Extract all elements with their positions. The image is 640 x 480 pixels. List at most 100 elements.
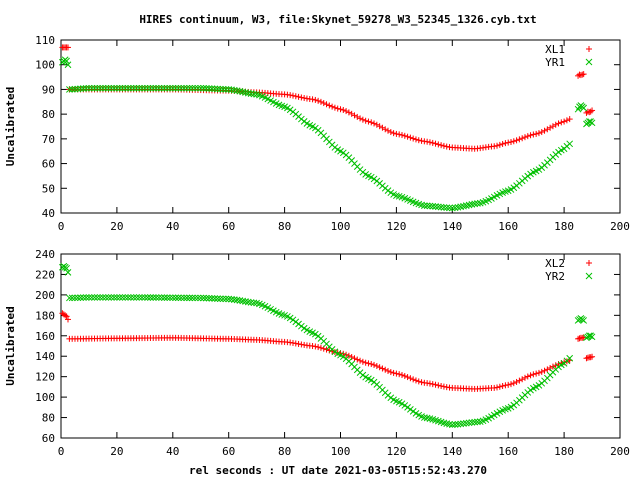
data-point xyxy=(77,294,84,302)
data-point xyxy=(107,84,115,92)
data-point xyxy=(208,294,216,302)
data-point xyxy=(287,92,294,99)
data-point xyxy=(465,419,473,427)
data-point xyxy=(169,294,177,302)
data-point xyxy=(438,142,445,149)
data-point xyxy=(110,84,118,92)
data-point xyxy=(420,414,428,421)
y-tick-label: 60 xyxy=(42,432,55,445)
data-point xyxy=(541,127,548,134)
data-point xyxy=(362,359,369,366)
data-point xyxy=(507,381,514,388)
data-point xyxy=(382,366,389,373)
y-tick-label: 80 xyxy=(42,412,55,425)
data-point xyxy=(404,374,411,381)
data-point xyxy=(412,377,419,384)
data-point xyxy=(105,294,112,301)
data-point xyxy=(566,140,574,148)
data-point xyxy=(208,85,216,93)
data-point xyxy=(457,420,465,428)
data-point xyxy=(222,85,230,93)
data-point xyxy=(454,420,462,428)
data-point xyxy=(460,420,467,427)
data-point xyxy=(474,200,481,207)
series-yr2 xyxy=(59,262,596,429)
y-axis-label: Uncalibrated xyxy=(4,306,17,385)
data-point xyxy=(429,202,437,210)
data-point xyxy=(420,202,428,209)
plot-frame xyxy=(60,39,621,214)
data-point xyxy=(589,107,596,114)
data-point xyxy=(435,141,442,148)
data-point xyxy=(448,204,456,212)
data-point xyxy=(371,361,378,368)
data-point xyxy=(161,84,168,92)
data-point xyxy=(367,376,375,384)
data-point xyxy=(513,137,520,144)
data-point xyxy=(443,143,450,150)
data-point xyxy=(323,101,330,108)
data-point xyxy=(337,106,344,113)
data-point xyxy=(133,294,140,301)
data-point xyxy=(549,123,556,130)
data-point xyxy=(317,344,324,351)
data-point xyxy=(82,84,90,92)
y-tick-label: 40 xyxy=(42,207,55,220)
data-point xyxy=(541,367,548,374)
data-point xyxy=(63,57,70,65)
data-point xyxy=(202,294,210,302)
data-point xyxy=(68,85,76,93)
data-point xyxy=(339,353,347,361)
y-tick-label: 140 xyxy=(35,350,55,363)
data-point xyxy=(440,142,447,149)
data-point xyxy=(214,85,221,93)
data-point xyxy=(410,376,417,383)
data-point xyxy=(426,202,434,210)
data-point xyxy=(471,418,479,426)
data-point xyxy=(107,294,115,301)
data-point xyxy=(535,166,543,173)
x-tick-label: 140 xyxy=(442,445,462,458)
data-point xyxy=(124,294,132,301)
data-point xyxy=(376,123,383,130)
data-point xyxy=(434,203,442,211)
x-tick-label: 180 xyxy=(554,445,574,458)
x-tick-label: 20 xyxy=(110,220,123,233)
data-point xyxy=(80,294,87,301)
data-point xyxy=(149,294,157,301)
x-tick-label: 100 xyxy=(331,445,351,458)
data-point xyxy=(437,203,445,211)
x-tick-label: 0 xyxy=(58,220,65,233)
data-point xyxy=(96,294,104,301)
data-point xyxy=(354,113,361,120)
data-point xyxy=(219,295,227,303)
data-point xyxy=(530,131,537,138)
data-point xyxy=(343,351,350,358)
data-point xyxy=(93,294,101,301)
data-point xyxy=(113,84,121,92)
data-point xyxy=(312,96,319,103)
data-point xyxy=(124,84,132,92)
x-tick-label: 40 xyxy=(166,445,179,458)
data-point xyxy=(166,84,174,92)
data-point xyxy=(555,120,562,127)
data-point xyxy=(513,378,520,385)
data-point xyxy=(177,294,185,302)
data-point xyxy=(68,294,76,302)
data-point xyxy=(357,357,364,364)
data-point xyxy=(200,294,207,302)
data-point xyxy=(544,366,551,373)
data-point xyxy=(343,108,350,115)
x-tick-label: 60 xyxy=(222,220,235,233)
data-point xyxy=(362,117,369,124)
data-point xyxy=(66,86,73,93)
data-point xyxy=(393,370,400,377)
data-point xyxy=(351,112,358,119)
data-point xyxy=(152,294,160,301)
data-point xyxy=(161,294,168,301)
data-point xyxy=(74,85,82,93)
x-tick-label: 40 xyxy=(166,220,179,233)
data-point xyxy=(579,334,586,341)
data-point xyxy=(298,322,305,330)
